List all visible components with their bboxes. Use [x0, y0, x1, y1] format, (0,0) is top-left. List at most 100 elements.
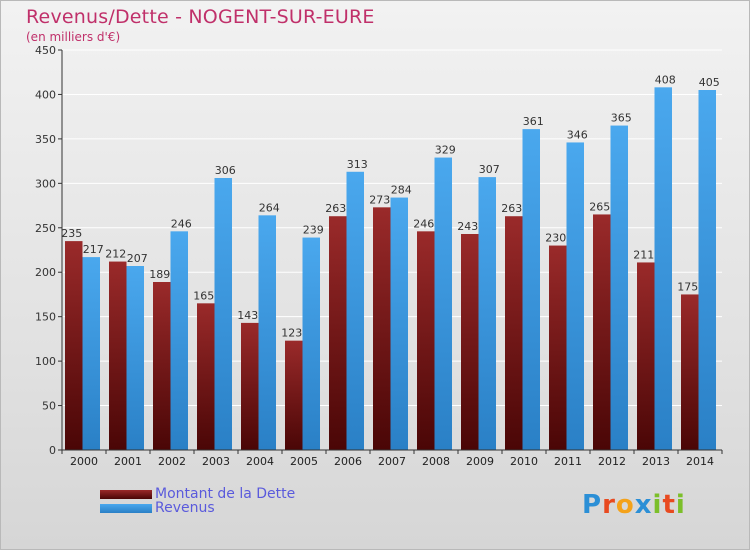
data-label-debt: 211	[633, 248, 654, 261]
logo-letter: i	[652, 490, 663, 520]
legend-label-revenue: Revenus	[155, 500, 215, 516]
data-label-debt: 246	[413, 217, 434, 230]
bar-debt-2007	[373, 207, 391, 450]
y-tick-label: 300	[35, 177, 56, 190]
legend-item-debt: Montant de la Dette	[100, 486, 296, 502]
bar-debt-2013	[637, 262, 655, 450]
data-label-revenue: 264	[259, 201, 280, 214]
y-tick-label: 400	[35, 88, 56, 101]
data-label-revenue: 306	[215, 164, 236, 177]
bars-layer	[65, 87, 716, 451]
data-label-debt: 243	[457, 220, 478, 233]
data-label-debt: 273	[369, 193, 390, 206]
x-tick-label: 2002	[158, 455, 186, 468]
data-label-revenue: 217	[83, 243, 104, 256]
x-tick-label: 2011	[554, 455, 582, 468]
x-tick-label: 2013	[642, 455, 670, 468]
x-tick-label: 2000	[70, 455, 98, 468]
bar-revenue-2002	[170, 231, 188, 450]
bar-debt-2008	[417, 231, 435, 450]
bar-revenue-2000	[82, 257, 100, 450]
bar-revenue-2011	[566, 142, 584, 450]
data-label-debt: 143	[237, 309, 258, 322]
x-tick-label: 2007	[378, 455, 406, 468]
data-label-debt: 212	[105, 248, 126, 261]
bar-revenue-2013	[654, 87, 672, 450]
bar-revenue-2005	[302, 237, 320, 450]
legend-label-debt: Montant de la Dette	[155, 486, 296, 502]
data-label-debt: 123	[281, 327, 302, 340]
data-label-revenue: 361	[523, 115, 544, 128]
legend-swatch-debt	[100, 489, 152, 499]
logo-letter: P	[582, 490, 603, 520]
logo-letter: t	[662, 490, 676, 520]
data-label-revenue: 284	[391, 184, 412, 197]
legend-item-revenue: Revenus	[100, 500, 215, 516]
bar-debt-2009	[461, 234, 479, 450]
data-label-debt: 263	[325, 202, 346, 215]
x-tick-label: 2004	[246, 455, 274, 468]
data-label-revenue: 246	[171, 217, 192, 230]
logo-letter: x	[634, 490, 653, 520]
bar-revenue-2014	[698, 90, 716, 450]
y-tick-label: 450	[35, 44, 56, 57]
bar-revenue-2001	[126, 266, 144, 450]
y-tick-label: 0	[49, 444, 56, 457]
x-tick-label: 2009	[466, 455, 494, 468]
data-label-debt: 189	[149, 268, 170, 281]
x-tick-label: 2003	[202, 455, 230, 468]
bar-debt-2012	[593, 214, 611, 450]
data-label-revenue: 239	[303, 224, 324, 237]
legend-swatch-revenue	[100, 503, 152, 513]
y-tick-label: 200	[35, 266, 56, 279]
data-label-revenue: 307	[479, 163, 500, 176]
y-tick-label: 350	[35, 133, 56, 146]
data-label-debt: 165	[193, 289, 214, 302]
data-label-debt: 175	[677, 280, 698, 293]
bar-revenue-2012	[610, 125, 628, 451]
data-label-debt: 265	[589, 200, 610, 213]
x-tick-label: 2001	[114, 455, 142, 468]
bar-revenue-2003	[214, 178, 232, 450]
bar-revenue-2009	[478, 177, 496, 450]
logo-letter: r	[602, 490, 616, 520]
bar-debt-2010	[505, 216, 523, 450]
y-tick-label: 150	[35, 311, 56, 324]
chart-title: Revenus/Dette - NOGENT-SUR-EURE	[26, 6, 375, 28]
bar-revenue-2004	[258, 215, 276, 450]
chart-subtitle: (en milliers d'€)	[26, 30, 121, 44]
bar-debt-2014	[681, 294, 699, 450]
data-label-revenue: 365	[611, 112, 632, 125]
y-tick-label: 100	[35, 355, 56, 368]
bar-revenue-2010	[522, 129, 540, 450]
data-label-debt: 263	[501, 202, 522, 215]
bar-debt-2000	[65, 241, 83, 450]
logo-letter: i	[675, 490, 686, 520]
bar-debt-2001	[109, 261, 127, 450]
logo-letter: o	[615, 490, 635, 520]
bar-debt-2003	[197, 303, 215, 450]
bar-debt-2004	[241, 322, 259, 450]
x-tick-label: 2008	[422, 455, 450, 468]
y-tick-label: 250	[35, 222, 56, 235]
data-label-revenue: 313	[347, 158, 368, 171]
x-tick-label: 2006	[334, 455, 362, 468]
y-tick-label: 50	[42, 400, 56, 413]
bar-revenue-2008	[434, 157, 452, 451]
data-label-revenue: 405	[699, 76, 720, 89]
data-label-revenue: 329	[435, 144, 456, 157]
bar-revenue-2006	[346, 171, 364, 450]
bar-revenue-2007	[390, 197, 408, 450]
x-tick-label: 2010	[510, 455, 538, 468]
proxiti-logo[interactable]: Proxiti	[582, 490, 686, 520]
x-tick-label: 2012	[598, 455, 626, 468]
x-tick-label: 2005	[290, 455, 318, 468]
bar-debt-2002	[153, 282, 171, 450]
bar-debt-2005	[285, 340, 303, 450]
data-label-debt: 230	[545, 232, 566, 245]
data-label-revenue: 346	[567, 128, 588, 141]
data-label-revenue: 408	[655, 73, 676, 86]
bar-debt-2011	[549, 245, 567, 450]
